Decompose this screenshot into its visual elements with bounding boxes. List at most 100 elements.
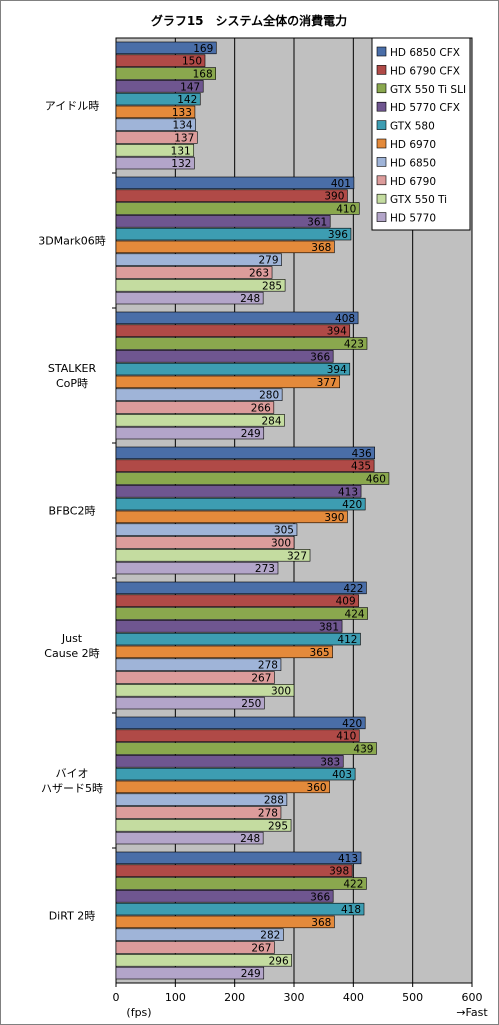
legend-label: HD 6790 <box>390 176 436 188</box>
bar <box>115 561 279 575</box>
bar-value-label: 300 <box>271 538 291 550</box>
bar <box>115 350 334 363</box>
bar-value-label: 460 <box>366 474 386 486</box>
bar <box>115 240 335 254</box>
x-tick-label: 400 <box>343 991 364 1004</box>
category-label: CoP時 <box>56 377 88 390</box>
bar <box>115 311 359 325</box>
bar <box>115 67 216 80</box>
bar <box>115 176 355 190</box>
bar <box>115 915 335 929</box>
legend-label: HD 6850 <box>390 157 436 169</box>
bar <box>115 928 284 941</box>
bar-value-label: 248 <box>240 293 260 305</box>
legend-swatch <box>376 138 387 149</box>
bar <box>115 362 351 376</box>
x-tick-label: 100 <box>165 991 186 1004</box>
bar-value-label: 436 <box>352 448 372 460</box>
x-tick-label: 600 <box>462 991 483 1004</box>
bar-value-label: 390 <box>324 512 344 524</box>
legend-swatch <box>376 65 387 75</box>
bar-value-label: 420 <box>342 499 362 511</box>
bar-value-label: 422 <box>343 583 363 595</box>
legend-label: HD 6970 <box>390 139 436 151</box>
bar-value-label: 249 <box>241 428 261 440</box>
bar-value-label: 131 <box>171 145 191 157</box>
bar-value-label: 273 <box>255 563 275 575</box>
bar <box>115 54 206 67</box>
bar-value-label: 408 <box>335 313 355 325</box>
legend-label: HD 5770 CFX <box>390 102 460 114</box>
bar-value-label: 278 <box>258 660 278 672</box>
bar-value-label: 284 <box>261 415 281 427</box>
legend-label: GTX 550 Ti SLI <box>390 84 466 96</box>
category-label: Just <box>61 632 83 645</box>
bar-value-label: 133 <box>172 107 192 119</box>
bar-value-label: 285 <box>262 280 282 292</box>
bar <box>115 684 295 697</box>
bar-value-label: 394 <box>327 326 347 338</box>
bar-value-label: 401 <box>331 178 351 190</box>
bar <box>115 337 368 350</box>
bar <box>115 324 351 337</box>
category-label: ハザード5時 <box>41 782 103 795</box>
bar-value-label: 368 <box>311 917 331 929</box>
legend-swatch <box>376 120 387 130</box>
category-label: アイドル時 <box>45 100 99 113</box>
bar-value-label: 147 <box>180 81 200 93</box>
bar-value-label: 422 <box>343 879 363 891</box>
legend-swatch <box>376 193 387 204</box>
bar <box>115 831 264 845</box>
x-tick-label: 300 <box>284 991 305 1004</box>
category-label: BFBC2時 <box>49 505 96 518</box>
bar-value-label: 383 <box>320 756 340 768</box>
bar-value-label: 381 <box>319 621 339 633</box>
legend-label: HD 5770 <box>390 213 436 225</box>
bar-value-label: 169 <box>193 43 213 55</box>
bar <box>115 105 196 119</box>
category-label: DiRT 2時 <box>49 910 96 923</box>
legend-label: GTX 580 <box>390 121 435 133</box>
x-axis-ticks: 0 100 200 300 400 500 600 <box>113 983 483 1004</box>
bars: 1691501681471421331341371311324013904103… <box>112 41 390 980</box>
bar <box>115 658 282 671</box>
bar-value-label: 377 <box>317 377 337 389</box>
legend-swatch <box>376 101 387 112</box>
bar-value-label: 266 <box>251 403 271 415</box>
bar <box>115 497 366 511</box>
bar <box>115 189 348 202</box>
bar-value-label: 288 <box>264 795 284 807</box>
bar-value-label: 282 <box>260 930 280 942</box>
bar-value-label: 248 <box>240 833 260 845</box>
bar-value-label: 396 <box>328 229 348 241</box>
bar-value-label: 439 <box>353 744 373 756</box>
bar-value-label: 423 <box>344 339 364 351</box>
bar <box>115 510 348 524</box>
bar-value-label: 360 <box>307 782 327 794</box>
bar <box>115 877 367 890</box>
bar <box>115 202 360 215</box>
bar-value-label: 267 <box>251 673 271 685</box>
legend-swatch <box>376 212 387 222</box>
bar-value-label: 394 <box>327 364 347 376</box>
bar-value-label: 295 <box>268 820 288 832</box>
bar-value-label: 409 <box>336 596 356 608</box>
bar-value-label: 296 <box>269 955 289 967</box>
legend-label: GTX 550 Ti <box>390 194 447 206</box>
bar-value-label: 280 <box>259 390 279 402</box>
category-label: STALKER <box>48 362 97 375</box>
category-label: 3DMark06時 <box>38 235 106 248</box>
bar <box>115 279 286 292</box>
bar-value-label: 398 <box>329 866 349 878</box>
bar <box>115 607 368 620</box>
bar-value-label: 278 <box>258 808 278 820</box>
bar <box>115 793 288 806</box>
bar <box>115 671 275 684</box>
bar <box>115 890 334 903</box>
bar <box>115 92 201 106</box>
bar-value-label: 366 <box>310 351 330 363</box>
bar <box>115 954 292 967</box>
bar <box>115 806 282 819</box>
bar <box>115 253 282 266</box>
bar-value-label: 410 <box>336 204 356 216</box>
